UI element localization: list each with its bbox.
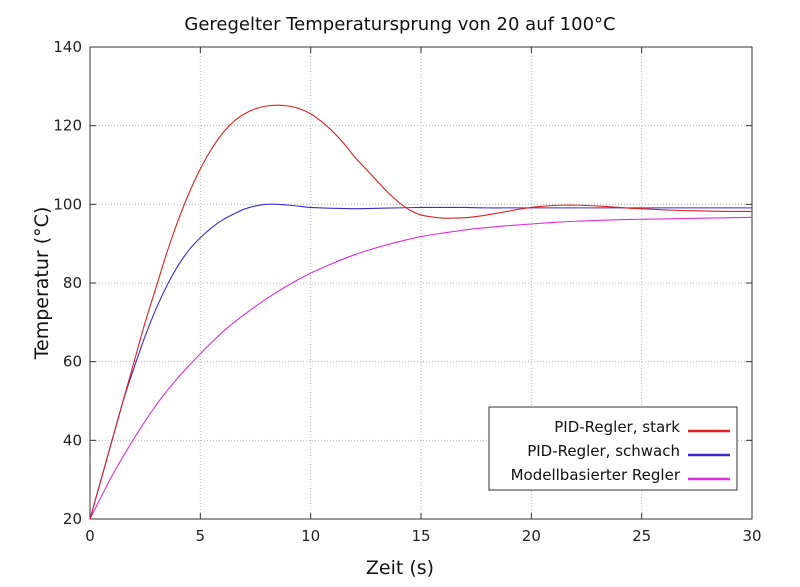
y-tick-label: 40 xyxy=(63,431,82,449)
x-tick-label: 10 xyxy=(301,527,320,545)
x-tick-label: 20 xyxy=(522,527,541,545)
y-axis-label: Temperatur (°C) xyxy=(31,207,53,361)
legend-label-modellbasiert: Modellbasierter Regler xyxy=(511,466,681,484)
series-line-modellbasiert xyxy=(89,216,753,520)
legend-label-pid-stark: PID-Regler, stark xyxy=(554,418,680,436)
series-line-pid-schwach xyxy=(89,203,753,520)
y-tick-label: 100 xyxy=(53,195,82,213)
y-tick-label: 60 xyxy=(63,353,82,371)
series-lines xyxy=(89,104,753,520)
x-tick-label: 15 xyxy=(411,527,430,545)
x-axis-label: Zeit (s) xyxy=(366,557,434,579)
x-tick-label: 30 xyxy=(742,527,761,545)
chart-title: Geregelter Temperatursprung von 20 auf 1… xyxy=(184,14,615,35)
y-tick-label: 140 xyxy=(53,38,82,56)
series-line-pid-stark xyxy=(89,104,753,520)
y-tick-label: 20 xyxy=(63,510,82,528)
x-tick-label: 5 xyxy=(196,527,206,545)
legend: PID-Regler, stark PID-Regler, schwach Mo… xyxy=(488,406,738,491)
y-tick-label: 80 xyxy=(63,274,82,292)
axis-ticks: 0 5 10 15 20 25 30 20 40 60 80 100 120 140 xyxy=(53,38,761,545)
legend-box xyxy=(488,406,738,491)
y-tick-label: 120 xyxy=(53,117,82,135)
x-tick-label: 0 xyxy=(85,527,95,545)
legend-label-pid-schwach: PID-Regler, schwach xyxy=(527,442,680,460)
x-tick-label: 25 xyxy=(632,527,651,545)
